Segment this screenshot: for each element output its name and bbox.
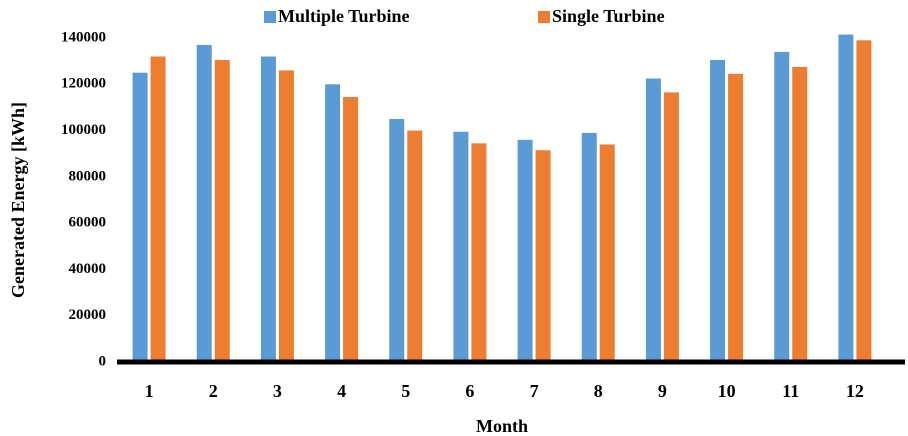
x-tick-label: 9 bbox=[658, 381, 667, 401]
y-tick-label: 0 bbox=[99, 353, 107, 369]
x-tick-label: 8 bbox=[594, 381, 603, 401]
x-tick-label: 1 bbox=[145, 381, 154, 401]
bar bbox=[856, 40, 872, 363]
bar bbox=[343, 97, 359, 362]
x-tick-label: 6 bbox=[465, 381, 474, 401]
legend-label: Multiple Turbine bbox=[278, 6, 410, 26]
bar bbox=[471, 143, 487, 362]
bar bbox=[792, 66, 808, 362]
bar bbox=[278, 70, 294, 363]
bar bbox=[774, 51, 790, 363]
bar bbox=[389, 119, 405, 362]
x-tick-label: 7 bbox=[530, 381, 539, 401]
y-tick-label: 40000 bbox=[69, 261, 107, 277]
legend-label: Single Turbine bbox=[552, 6, 665, 26]
y-tick-label: 20000 bbox=[69, 307, 107, 323]
bar bbox=[196, 44, 212, 362]
x-tick-label: 11 bbox=[782, 381, 799, 401]
x-tick-label: 12 bbox=[846, 381, 864, 401]
bar bbox=[214, 59, 230, 362]
x-tick-label: 5 bbox=[401, 381, 410, 401]
x-tick-label: 2 bbox=[209, 381, 218, 401]
x-tick-label: 4 bbox=[337, 381, 346, 401]
bar bbox=[838, 34, 854, 363]
bar bbox=[132, 72, 148, 362]
legend-swatch bbox=[264, 11, 276, 23]
x-tick-label: 10 bbox=[718, 381, 736, 401]
bar bbox=[260, 56, 276, 363]
bar bbox=[407, 130, 423, 362]
bar bbox=[325, 84, 341, 363]
x-tick-label: 3 bbox=[273, 381, 282, 401]
x-axis-label: Month bbox=[476, 416, 528, 436]
bar bbox=[453, 131, 469, 362]
legend-swatch bbox=[538, 11, 550, 23]
y-axis-label: Generated Energy [kWh] bbox=[8, 102, 28, 298]
bar bbox=[663, 92, 679, 362]
y-tick-label: 120000 bbox=[61, 76, 106, 92]
bar bbox=[728, 73, 744, 362]
y-tick-label: 80000 bbox=[69, 168, 107, 184]
y-tick-label: 100000 bbox=[61, 122, 106, 138]
bar bbox=[535, 150, 551, 362]
bar bbox=[517, 139, 533, 362]
bar bbox=[581, 132, 597, 362]
bar bbox=[710, 59, 726, 362]
bar bbox=[645, 78, 661, 362]
bar bbox=[599, 144, 615, 362]
y-tick-label: 60000 bbox=[69, 215, 107, 231]
y-tick-label: 140000 bbox=[61, 29, 106, 45]
bar bbox=[150, 56, 166, 363]
